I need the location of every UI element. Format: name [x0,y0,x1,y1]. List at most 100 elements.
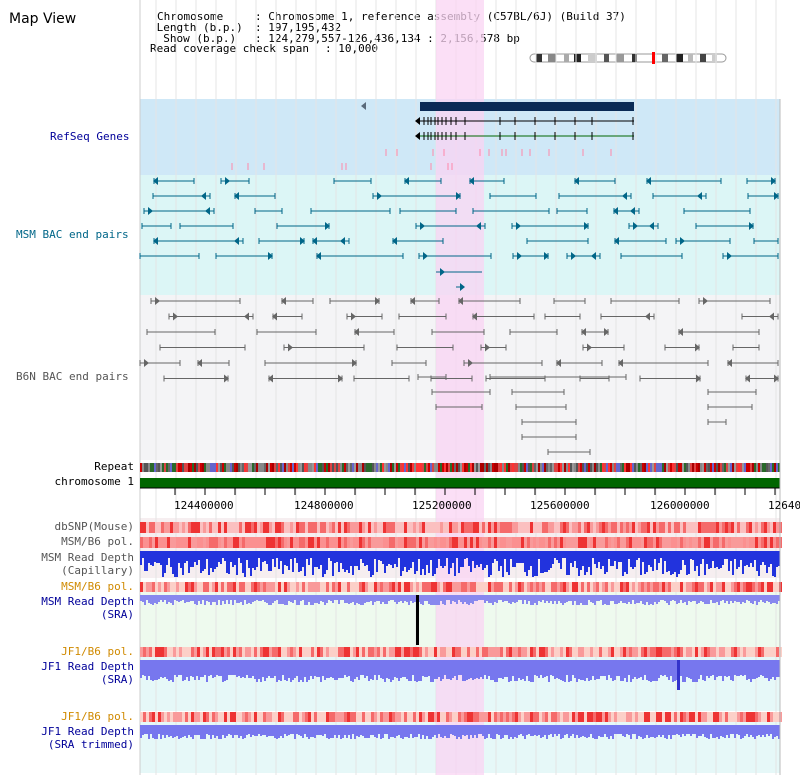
snp-density-cell [485,537,488,548]
repeat-element [520,463,522,472]
snp-density-cell [503,537,506,548]
read-depth-msm-sra-bar [712,595,714,603]
read-depth-capillary-bar [170,551,172,567]
snp-density-cell [293,522,296,533]
snp-density-cell [326,712,329,722]
repeat-element [766,463,768,472]
snp-density-cell [434,537,437,548]
snp-density-cell [464,522,467,533]
snp-density-cell [764,582,767,592]
read-depth-capillary-bar [678,551,680,574]
snp-density-cell [638,647,641,657]
snp-density-cell [251,647,254,657]
read-depth-jf1-trim-bar [754,725,756,739]
b6n-bac-label: B6N BAC end pairs [16,370,129,383]
read-depth-jf1-trim-bar [428,725,430,739]
snp-density-cell [155,537,158,548]
snp-density-cell [635,582,638,592]
snp-density-cell [182,537,185,548]
read-depth-msm-sra-bar [666,595,668,603]
read-depth-msm-sra-bar [626,595,628,604]
snp-density-cell [740,537,743,548]
repeat-element [206,463,208,472]
read-depth-capillary-bar [258,551,260,558]
read-depth-capillary-bar [430,551,432,560]
read-depth-jf1-sra-bar [302,660,304,682]
read-depth-jf1-sra-bar [704,660,706,681]
read-depth-jf1-sra-bar [312,660,314,679]
read-depth-jf1-sra-bar [572,660,574,675]
read-depth-capillary-bar [544,551,546,572]
snp-density-cell [380,647,383,657]
read-depth-msm-sra-bar [262,595,264,600]
snp-density-cell [173,537,176,548]
read-depth-jf1-sra-bar [756,660,758,678]
snp-density-cell [284,537,287,548]
snp-density-cell [446,647,449,657]
snp-density-cell [626,712,629,722]
read-depth-jf1-sra-bar [500,660,502,678]
read-depth-jf1-sra-bar [288,660,290,678]
read-depth-jf1-trim-bar [150,725,152,734]
snp-density-cell [569,712,572,722]
read-depth-capillary-bar [342,551,344,569]
snp-density-cell [566,537,569,548]
snp-density-cell [731,647,734,657]
snp-density-cell [275,522,278,533]
snp-density-cell [656,582,659,592]
read-depth-msm-sra-bar [474,595,476,601]
snp-density-cell [725,522,728,533]
repeat-element [440,463,442,472]
read-depth-capillary-bar [156,551,158,563]
snp-density-cell [731,537,734,548]
read-depth-capillary-bar [418,551,420,559]
read-depth-msm-sra-bar [440,595,442,601]
repeat-element [532,463,534,472]
snp-density-cell [596,537,599,548]
snp-density-cell [458,537,461,548]
repeat-element [752,463,754,472]
repeat-element [642,463,644,472]
snp-density-cell [578,712,581,722]
snp-density-cell [404,647,407,657]
read-depth-jf1-sra-bar [680,660,682,676]
read-depth-msm-sra-bar [496,595,498,603]
repeat-element [750,463,752,472]
read-depth-jf1-sra-bar [466,660,468,680]
repeat-element [298,463,300,472]
read-depth-capillary-bar [150,551,152,565]
snp-density-cell [383,522,386,533]
repeat-element [394,463,396,472]
read-depth-jf1-trim-bar [218,725,220,739]
read-depth-jf1-trim-bar [170,725,172,736]
snp-density-cell [332,647,335,657]
chromosome-ideogram[interactable] [528,52,728,64]
snp-density-cell [356,582,359,592]
read-depth-capillary-bar [510,551,512,559]
snp-density-cell [332,712,335,722]
read-depth-capillary-bar [428,551,430,573]
repeat-element [284,463,286,472]
read-depth-jf1-trim-bar [732,725,734,734]
repeat-element [576,463,578,472]
read-depth-jf1-trim-bar [532,725,534,736]
read-depth-jf1-sra-bar [280,660,282,681]
msm-depth-sra-label-1: MSM Read Depth [41,595,134,608]
snp-density-cell [668,582,671,592]
read-depth-capillary-bar [168,551,170,558]
read-depth-jf1-trim-bar [566,725,568,734]
read-depth-jf1-sra-bar [290,660,292,682]
snp-density-cell [707,582,710,592]
snp-density-cell [362,712,365,722]
snp-density-cell [758,647,761,657]
snp-density-cell [743,537,746,548]
snp-density-cell [698,712,701,722]
snp-density-cell [500,537,503,548]
read-depth-capillary-bar [298,551,300,572]
snp-density-cell [554,712,557,722]
repeat-element [354,463,356,472]
read-depth-msm-sra-bar [524,595,526,600]
read-depth-capillary-bar [294,551,296,558]
b6n-bac-pair-end [696,374,701,383]
